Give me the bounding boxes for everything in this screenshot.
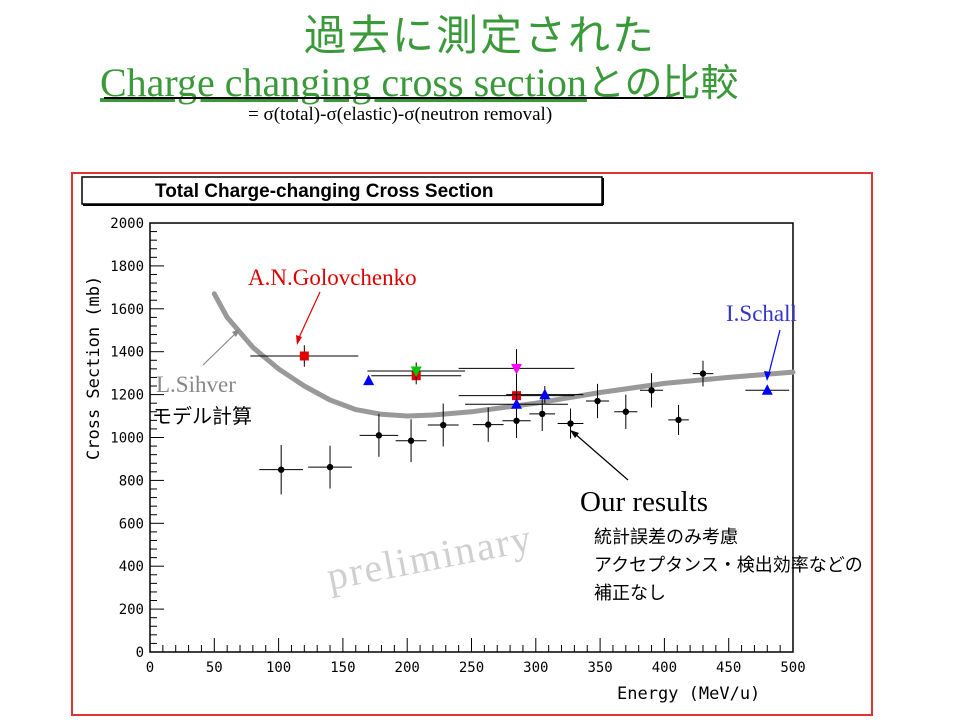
- x-tick-label: 200: [395, 660, 420, 676]
- point-marker: [761, 384, 773, 395]
- golovchenko-arrow-head: [296, 335, 302, 345]
- y-tick-label: 200: [119, 602, 144, 618]
- data-point: [427, 403, 459, 447]
- x-tick-label: 250: [459, 660, 484, 676]
- schall-arrow-head: [764, 371, 771, 381]
- data-point: [614, 394, 638, 429]
- point-marker: [699, 370, 707, 377]
- schall-arrow: [767, 329, 781, 378]
- data-points: [250, 345, 790, 495]
- y-tick-label: 0: [136, 645, 144, 661]
- y-tick-label: 2000: [110, 216, 144, 232]
- data-point: [745, 384, 790, 395]
- title-divider: [104, 97, 684, 99]
- data-point: [465, 391, 568, 418]
- y-tick-label: 1200: [110, 388, 144, 404]
- x-tick-label: 450: [716, 660, 741, 676]
- chart-title-box: [81, 176, 603, 205]
- data-point: [472, 407, 504, 442]
- x-tick-label: 0: [146, 660, 154, 676]
- x-tick-label: 300: [523, 660, 548, 676]
- note-acceptance: アクセプタンス・検出効率などの: [594, 555, 863, 576]
- model-calc-label: モデル計算: [152, 404, 252, 428]
- chart-title: Total Charge-changing Cross Section: [155, 181, 494, 202]
- data-point: [395, 419, 427, 463]
- data-point: [359, 413, 399, 457]
- x-tick-label: 350: [587, 660, 612, 676]
- point-marker: [567, 420, 574, 427]
- y-tick-label: 1600: [110, 302, 144, 318]
- schall-label: I.Schall: [726, 301, 797, 326]
- data-point: [557, 408, 584, 439]
- point-marker: [675, 416, 682, 424]
- point-marker: [539, 410, 546, 418]
- sihver-arrow-head: [232, 329, 240, 337]
- point-marker: [326, 463, 334, 471]
- point-marker: [511, 363, 523, 375]
- data-point: [250, 345, 359, 367]
- point-marker: [648, 387, 655, 394]
- data-point: [506, 386, 584, 404]
- data-point: [692, 360, 714, 387]
- chart-frame: [71, 172, 873, 716]
- data-point: [585, 383, 610, 419]
- data-point: [529, 396, 556, 432]
- y-tick-label: 800: [119, 473, 144, 489]
- sihver-label: L.Sihver: [156, 372, 236, 397]
- sihver-curve: [211, 291, 796, 419]
- x-tick-label: 500: [780, 660, 805, 676]
- our-results-arrow: [573, 432, 629, 481]
- x-tick-label: 100: [266, 660, 291, 676]
- formula-text: = σ(total)-σ(elastic)-σ(neutron removal): [248, 104, 553, 125]
- point-marker: [622, 408, 630, 415]
- golovchenko-label: A.N.Golovchenko: [248, 265, 417, 290]
- y-tick-label: 1800: [110, 259, 144, 275]
- y-tick-label: 1400: [110, 345, 144, 361]
- y-tick-label: 400: [119, 559, 144, 575]
- y-ticks: 0 200 400 600 800 1000 1200 1400 1600 1800 2000: [110, 216, 164, 661]
- point-marker: [513, 417, 520, 424]
- data-point: [363, 374, 375, 386]
- data-point: [259, 445, 304, 495]
- point-marker: [410, 366, 422, 378]
- note-stat-error: 統計誤差のみ考慮: [594, 527, 738, 548]
- point-marker: [594, 397, 601, 405]
- point-marker: [511, 398, 523, 409]
- y-axis-label: Cross Section (mb): [84, 276, 104, 460]
- y-tick-label: 1000: [110, 431, 144, 447]
- page-title: 過去に測定された: [303, 11, 656, 60]
- x-ticks: 0 50 100 150 200 250 300 350 400 450 500: [146, 638, 806, 676]
- sihver-arrow: [202, 330, 239, 366]
- our-results-arrow-head: [570, 430, 579, 438]
- x-tick-label: 50: [206, 660, 223, 676]
- data-point: [308, 445, 352, 489]
- point-marker: [299, 351, 309, 361]
- y-tick-label: 600: [119, 516, 144, 532]
- data-point: [639, 373, 664, 408]
- point-marker: [539, 388, 551, 400]
- point-marker: [440, 421, 447, 429]
- x-tick-label: 150: [330, 660, 355, 676]
- golovchenko-arrow: [296, 291, 321, 343]
- x-axis-label: Energy (MeV/u): [617, 684, 760, 704]
- point-marker: [407, 437, 415, 444]
- data-point: [367, 362, 466, 380]
- note-no-correction: 補正なし: [594, 583, 666, 604]
- x-tick-label: 400: [652, 660, 677, 676]
- data-point: [458, 349, 575, 388]
- data-point: [668, 404, 689, 435]
- point-marker: [277, 466, 285, 473]
- sihver-model-line: [211, 291, 796, 419]
- point-marker: [363, 374, 375, 386]
- point-marker: [375, 432, 383, 439]
- point-marker: [485, 421, 492, 428]
- our-results-label: Our results: [580, 486, 708, 518]
